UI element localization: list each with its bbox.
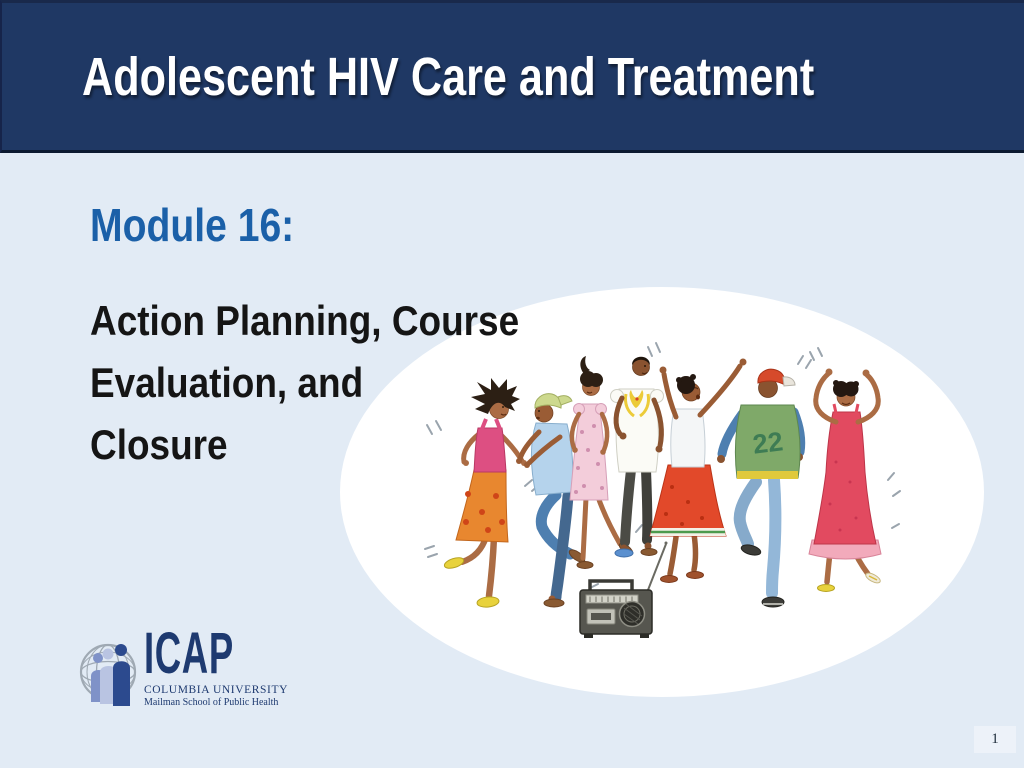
dancer-man-white-tee (610, 356, 664, 558)
logo-icap-wordmark: ICAP (144, 621, 234, 686)
page-number: 1 (991, 731, 999, 747)
subtitle-line-3: Closure (90, 421, 228, 468)
boombox-radio (579, 541, 668, 638)
dancer-girl-pink-dress (569, 356, 634, 569)
slide-title: Adolescent HIV Care and Treatment (82, 46, 815, 107)
page-number-box: 1 (974, 726, 1016, 753)
dancing-teens-illustration: 22 (340, 287, 984, 697)
dancer-man-green-jacket-22: 22 (717, 368, 806, 608)
slide-header-bar: Adolescent HIV Care and Treatment (0, 0, 1024, 153)
icap-logo: ICAP COLUMBIA UNIVERSITY Mailman School … (78, 621, 288, 712)
jacket-number: 22 (751, 426, 784, 459)
dancer-woman-singing-red-skirt (649, 358, 747, 583)
dancer-woman-red-dress (808, 368, 882, 592)
globe-with-people-icon (79, 643, 137, 706)
logo-columbia-university: COLUMBIA UNIVERSITY (144, 684, 288, 696)
dancer-woman-pink-tank (443, 378, 527, 608)
slide-subtitle: Action Planning, Course Evaluation, and … (90, 290, 519, 476)
logo-mailman-school: Mailman School of Public Health (144, 697, 279, 708)
dancer-man-cap-blue-shirt (516, 393, 586, 608)
logo-text-column: ICAP COLUMBIA UNIVERSITY Mailman School … (144, 621, 288, 709)
motion-marks (424, 342, 901, 589)
module-label: Module 16: (90, 199, 295, 251)
logo-people-silhouettes (91, 644, 130, 706)
subtitle-line-1: Action Planning, Course (90, 297, 520, 344)
subtitle-line-2: Evaluation, and (90, 359, 364, 406)
